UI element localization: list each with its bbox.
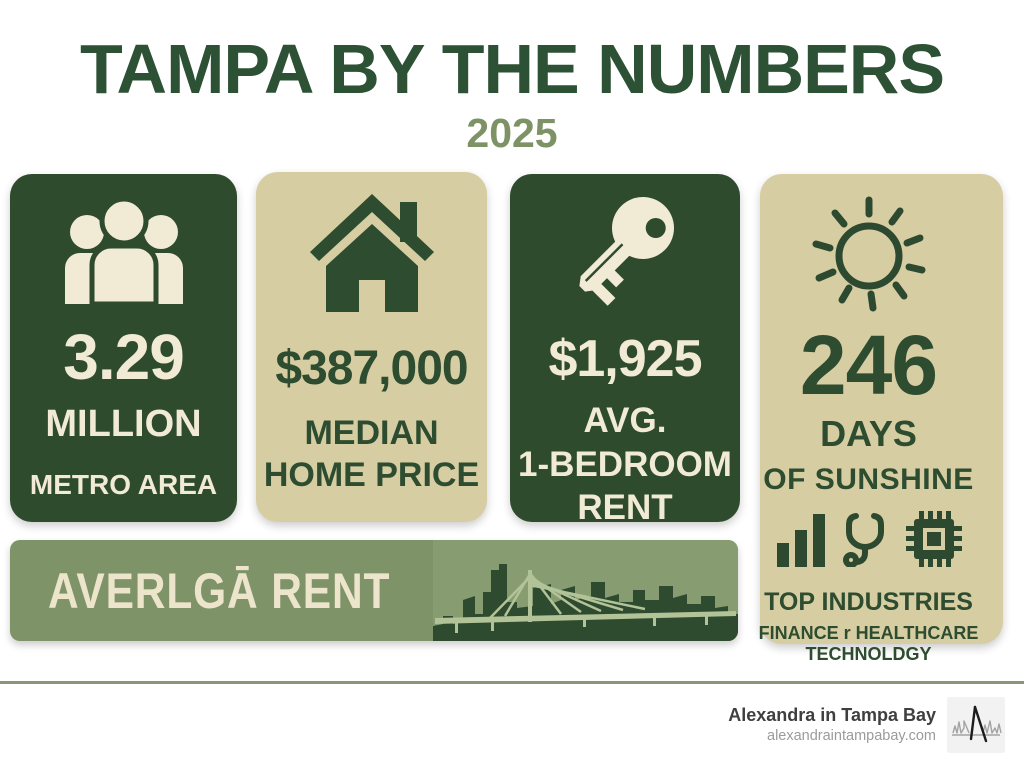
- brand-logo: [947, 697, 1005, 753]
- house-icon: [304, 188, 440, 317]
- home-price-label: MEDIAN: [304, 414, 439, 452]
- banner-text: AVERLGĀ RENT: [48, 562, 391, 619]
- rent-label-1: AVG.: [583, 401, 667, 440]
- key-icon: [555, 194, 695, 317]
- sun-icon: [805, 188, 933, 321]
- card-population: 3.29 MILLION METRO AREA: [10, 174, 237, 522]
- bar-chart-icon: [776, 513, 828, 572]
- footer-website: alexandraintampabay.com: [767, 728, 936, 745]
- people-icon: [59, 194, 189, 309]
- industry-icons-row: [776, 510, 962, 572]
- industries-line-1: FINANCE r HEALTHCARE: [758, 622, 979, 643]
- rent-banner: AVERLGĀ RENT: [10, 540, 738, 641]
- microchip-icon: [905, 510, 962, 572]
- population-value: 3.29: [63, 321, 185, 393]
- footer: Alexandra in Tampa Bay alexandraintampab…: [728, 697, 1005, 753]
- population-sublabel: METRO AREA: [29, 468, 218, 500]
- tampa-skyline-illustration: [433, 540, 738, 641]
- sunshine-sublabel: OF SUNSHINE: [763, 462, 974, 496]
- page-title: TAMPA BY THE NUMBERS: [79, 30, 945, 108]
- population-label: MILLION: [45, 403, 202, 445]
- home-price-sublabel: HOME PRICE: [263, 456, 480, 495]
- rent-value: $1,925: [548, 330, 702, 388]
- footer-brand-name: Alexandra in Tampa Bay: [728, 704, 936, 725]
- stethoscope-icon: [842, 511, 891, 572]
- year-subtitle: 2025: [466, 110, 558, 156]
- card-home-price: $387,000 MEDIAN HOME PRICE: [256, 172, 487, 522]
- rent-label-2: 1-BEDROOM: [518, 444, 732, 484]
- card-rent: $1,925 AVG. 1-BEDROOM RENT: [510, 174, 740, 527]
- sunshine-value: 246: [799, 318, 938, 412]
- industries-title: TOP INDUSTRIES: [764, 587, 973, 616]
- industries-line-2: TECHNOLDGY: [805, 644, 932, 665]
- sunshine-label: DAYS: [820, 413, 917, 454]
- rent-label-3: RENT: [577, 488, 673, 527]
- home-price-value: $387,000: [275, 342, 468, 395]
- footer-divider: [0, 681, 1024, 684]
- card-sunshine: 246 DAYS OF SUNSHINE: [758, 174, 1003, 664]
